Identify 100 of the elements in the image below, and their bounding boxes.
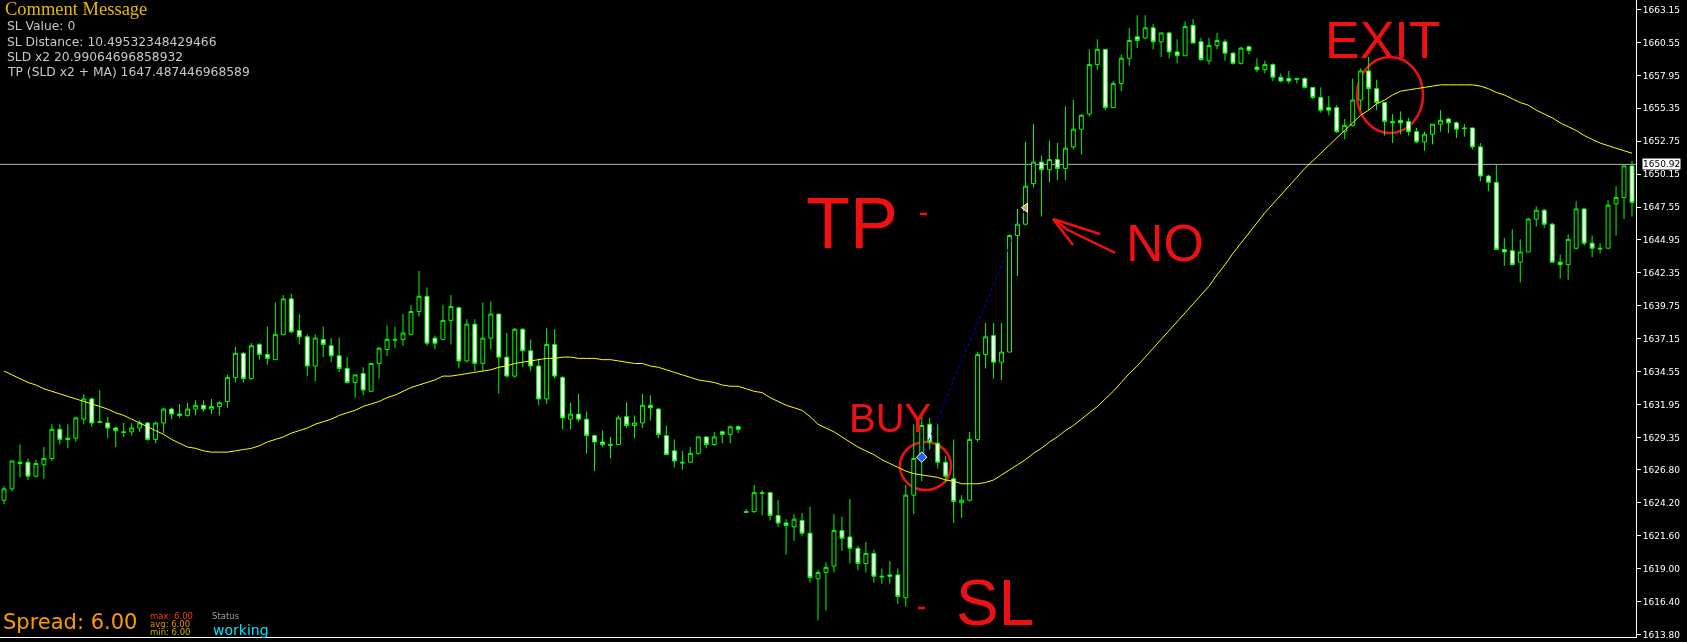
candlestick	[1525, 217, 1531, 253]
candlestick	[1270, 62, 1276, 82]
candlestick	[600, 430, 605, 448]
candlestick	[1414, 127, 1419, 144]
ref-line-label: 1650.92	[1643, 159, 1681, 169]
annotation: BUY	[849, 396, 932, 440]
candlestick	[1174, 38, 1180, 64]
candlestick	[65, 423, 71, 449]
y-tick-label: 1647.55	[1642, 202, 1681, 213]
candlestick	[1326, 95, 1332, 116]
candlestick	[1565, 233, 1571, 281]
candlestick	[296, 313, 302, 345]
candlestick	[807, 506, 813, 584]
candlestick	[1126, 27, 1132, 67]
candlestick	[1573, 200, 1579, 250]
candlestick	[1581, 207, 1587, 247]
candlestick	[25, 457, 31, 481]
candlestick	[193, 399, 198, 416]
candlestick	[145, 421, 151, 442]
candlestick	[1430, 123, 1435, 145]
candlestick	[336, 337, 342, 373]
annotation: avg: 6.00	[150, 619, 191, 629]
candlestick	[392, 326, 398, 349]
y-tick-label: 1637.15	[1642, 333, 1681, 344]
annotation: TP	[806, 183, 899, 263]
candlestick	[49, 423, 55, 462]
candlestick	[783, 518, 789, 556]
candlestick	[1453, 121, 1459, 139]
candlestick	[81, 393, 87, 425]
candlestick	[1086, 48, 1092, 118]
y-tick-label: 1663.15	[1642, 4, 1681, 15]
candlestick	[775, 499, 781, 528]
candlestick	[647, 394, 653, 421]
candlestick	[727, 425, 733, 444]
candlestick	[703, 436, 709, 449]
candlestick	[863, 541, 869, 573]
candlestick	[1230, 51, 1236, 66]
candlestick	[879, 568, 885, 585]
candlestick	[1446, 117, 1451, 134]
candlestick	[376, 346, 382, 380]
candlestick	[1390, 113, 1396, 144]
candlestick	[217, 400, 222, 416]
annotation: SL Value: 0	[7, 19, 76, 33]
candlestick	[1493, 164, 1499, 250]
candlestick	[448, 294, 454, 345]
y-tick-label: 1629.35	[1642, 432, 1681, 443]
candlestick	[1182, 21, 1188, 57]
candlestick	[528, 338, 534, 372]
candlestick	[464, 318, 470, 363]
y-tick-label: 1657.95	[1642, 70, 1681, 81]
candlestick	[1557, 254, 1563, 280]
candlestick	[480, 302, 486, 372]
candlestick	[1549, 222, 1555, 263]
candlestick	[1302, 76, 1308, 90]
candlestick	[1485, 174, 1491, 192]
candlestick	[855, 545, 861, 571]
candlestick	[1142, 14, 1148, 40]
candlestick	[1094, 38, 1100, 71]
candlestick	[1246, 45, 1252, 55]
candlestick	[1238, 46, 1244, 66]
candlestick	[679, 450, 685, 471]
candlestick	[432, 335, 438, 351]
candlestick	[57, 423, 63, 446]
candlestick	[967, 431, 973, 502]
annotation: max: 6.00	[150, 611, 194, 621]
annotation: EXIT	[1325, 11, 1441, 69]
candlestick	[959, 494, 965, 519]
candlestick	[488, 300, 494, 351]
y-tick-label: 1642.35	[1642, 268, 1681, 279]
candlestick	[1477, 142, 1483, 182]
candlestick	[97, 389, 103, 424]
candlestick	[256, 342, 262, 361]
candlestick	[1438, 109, 1443, 133]
candlestick	[1613, 185, 1619, 237]
candlestick	[975, 351, 981, 443]
candlestick	[248, 342, 254, 381]
candlestick	[719, 431, 725, 444]
candlestick	[73, 416, 79, 443]
candlestick	[999, 322, 1005, 381]
candlestick	[1310, 86, 1316, 100]
candlestick	[1150, 23, 1156, 50]
candlestick	[759, 489, 765, 516]
candlestick	[240, 351, 246, 383]
y-tick-label: 1652.75	[1642, 136, 1681, 147]
candlestick	[201, 399, 206, 413]
candlestick	[344, 356, 350, 385]
candlestick	[1046, 140, 1052, 183]
candlestick	[1110, 80, 1116, 109]
candlestick	[177, 403, 183, 419]
y-tick-label: 1621.60	[1642, 530, 1681, 541]
annotation: working	[213, 622, 269, 638]
candlestick	[400, 313, 406, 347]
annotation: Status	[212, 611, 240, 621]
candlestick	[871, 549, 877, 584]
candlestick	[312, 333, 318, 382]
candlestick	[129, 422, 135, 437]
candlestick	[935, 423, 941, 470]
candlestick	[456, 305, 462, 370]
candlestick	[1158, 32, 1164, 58]
y-tick-label: 1644.95	[1642, 235, 1681, 246]
